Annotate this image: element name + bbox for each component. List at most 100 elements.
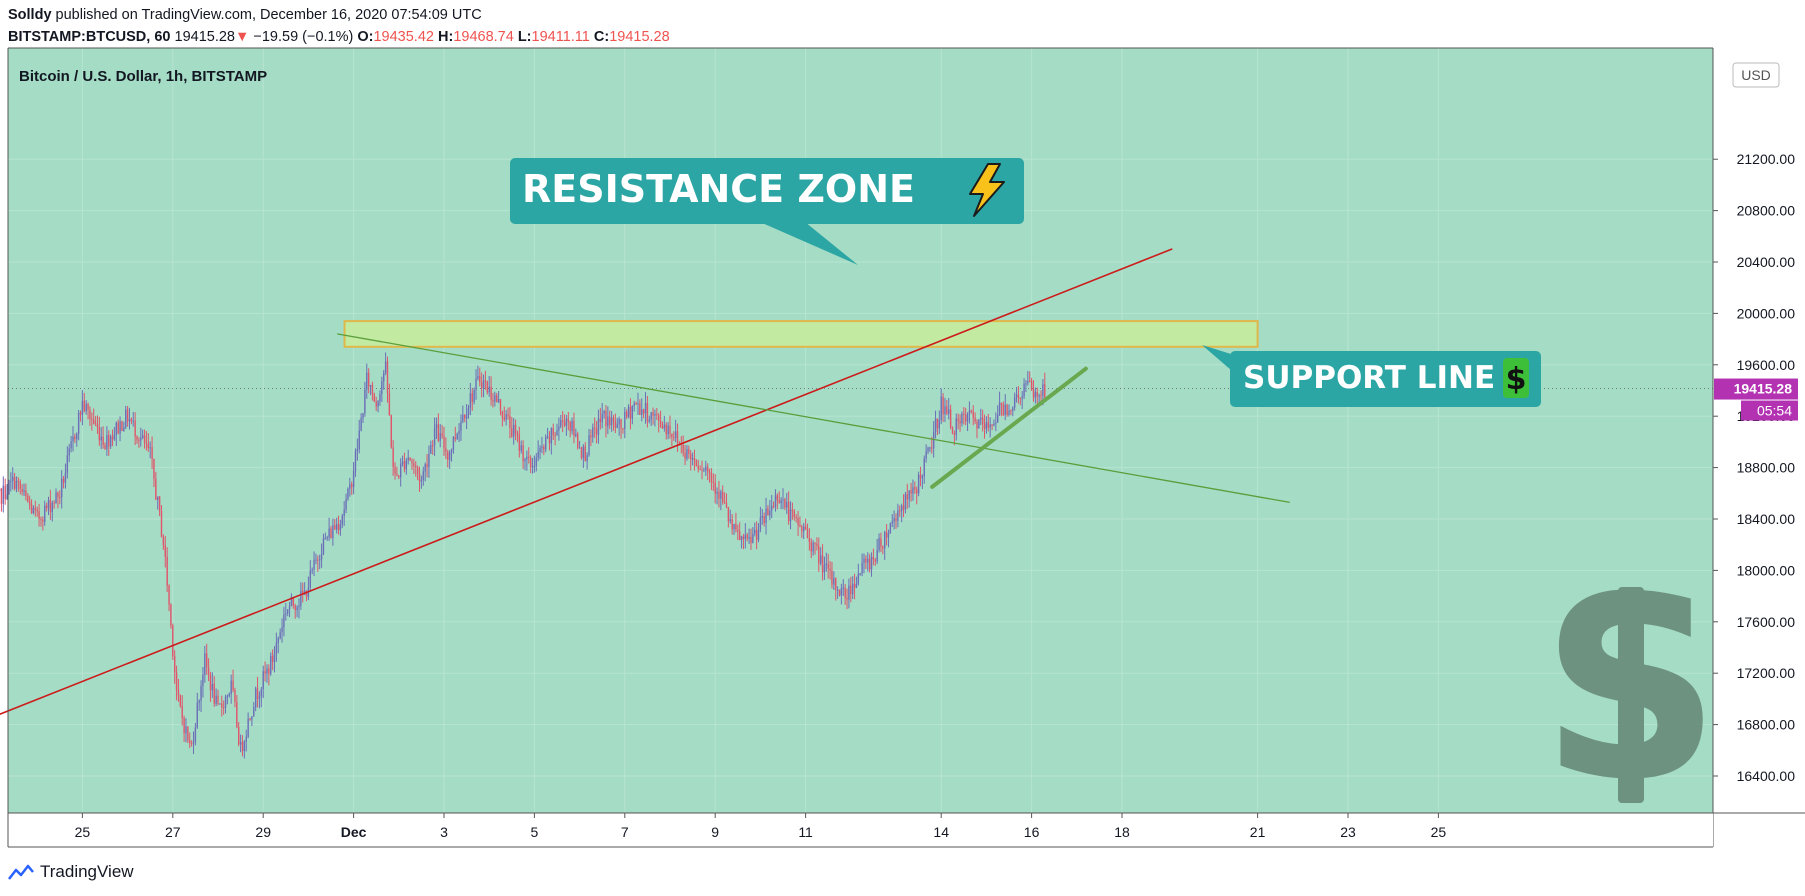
time-axis[interactable] (8, 813, 1713, 847)
candle-body (234, 690, 236, 702)
time-tick-label: 7 (621, 824, 629, 840)
candle-body (688, 449, 690, 454)
candle-body (211, 683, 214, 691)
candle-body (452, 437, 455, 450)
candle-body (360, 418, 362, 431)
candle-body (867, 558, 869, 563)
candle-body (136, 436, 138, 441)
candle-body (253, 707, 255, 717)
candle-body (217, 695, 219, 704)
time-tick-label: 29 (255, 824, 271, 840)
tradingview-brand[interactable]: TradingView (8, 862, 134, 882)
support-line-callout[interactable]: SUPPORT LINE $ (1202, 345, 1541, 407)
candle-body (916, 489, 918, 494)
candle-body (351, 484, 353, 488)
candle-body (454, 437, 456, 439)
candle-body (399, 463, 402, 478)
candle-body (729, 519, 731, 522)
candle-body (985, 422, 988, 429)
candle-body (341, 515, 343, 525)
candle-body (81, 400, 84, 415)
candle-body (511, 428, 513, 437)
trendlines[interactable] (0, 248, 1290, 718)
candle-body (1032, 389, 1035, 398)
candle-body (1029, 380, 1031, 382)
candle-body (413, 463, 415, 466)
candle-body (70, 441, 72, 449)
candle-body (290, 596, 293, 607)
candle-body (927, 447, 929, 452)
candle-body (249, 718, 251, 720)
lightning-icon (969, 163, 1005, 217)
candle-body (778, 500, 780, 504)
candle-body (765, 508, 767, 524)
candle-body (59, 496, 61, 498)
candle-body (814, 542, 816, 544)
candle-body (190, 742, 193, 744)
price-chart[interactable]: RESISTANCE ZONE SUPPORT LINE $ S Bitcoin… (0, 0, 1805, 860)
candle-body (637, 403, 639, 405)
candle-body (113, 434, 116, 440)
candle-body (19, 481, 21, 490)
resistance-callout-pointer (760, 222, 858, 265)
candle-body (147, 443, 150, 449)
candle-body (936, 418, 939, 429)
candle-body (394, 466, 396, 474)
candle-body (573, 420, 575, 436)
candle-body (748, 536, 750, 539)
candle-body (548, 436, 551, 444)
candle-body (196, 702, 198, 728)
price-axis[interactable] (1713, 48, 1805, 813)
candle-body (369, 384, 372, 387)
candle-body (887, 532, 890, 538)
candle-body (816, 543, 818, 546)
candle-body (501, 411, 504, 418)
candle-body (503, 417, 505, 420)
candle-body (771, 506, 773, 511)
candle-body (595, 428, 598, 435)
candle-body (271, 655, 274, 663)
price-tick-label: 18000.00 (1737, 562, 1796, 578)
candle-body (270, 655, 272, 674)
candle-body (192, 741, 195, 744)
candle-body (475, 378, 477, 390)
candle-body (286, 609, 289, 614)
candle-body (835, 578, 837, 590)
candle-body (230, 680, 232, 694)
candle-body (0, 488, 3, 504)
candle-body (465, 414, 468, 419)
candle-body (437, 424, 440, 441)
candle-body (823, 565, 826, 573)
candle-body (942, 396, 944, 415)
candle-body (908, 490, 910, 500)
candle-body (520, 445, 522, 451)
candle-body (733, 524, 735, 530)
candle-body (83, 400, 85, 412)
candle-body (693, 458, 696, 461)
resistance-zone-callout[interactable]: RESISTANCE ZONE (510, 158, 1024, 265)
candle-body (343, 509, 345, 516)
candle-body (57, 492, 59, 497)
candle-body (983, 423, 986, 429)
author-name[interactable]: Solldy (8, 7, 52, 23)
candle-body (641, 409, 643, 416)
candle-body (552, 428, 554, 436)
candle-body (496, 395, 498, 403)
candle-body (791, 509, 794, 512)
candle-body (21, 489, 23, 492)
candle-body (884, 532, 886, 549)
candle-body (302, 590, 304, 595)
candle-body (710, 472, 713, 482)
candle-body (411, 460, 413, 464)
candle-body (13, 476, 16, 489)
candle-body (757, 529, 760, 540)
candle-body (125, 409, 127, 428)
candle-body (292, 596, 295, 606)
candle-body (659, 420, 662, 427)
chart-title: Bitcoin / U.S. Dollar, 1h, BITSTAMP (19, 68, 267, 85)
currency-badge[interactable]: USD (1732, 62, 1780, 88)
candle-body (673, 437, 675, 439)
candle-body (642, 409, 645, 414)
candle-body (989, 424, 991, 428)
candle-body (505, 414, 507, 420)
